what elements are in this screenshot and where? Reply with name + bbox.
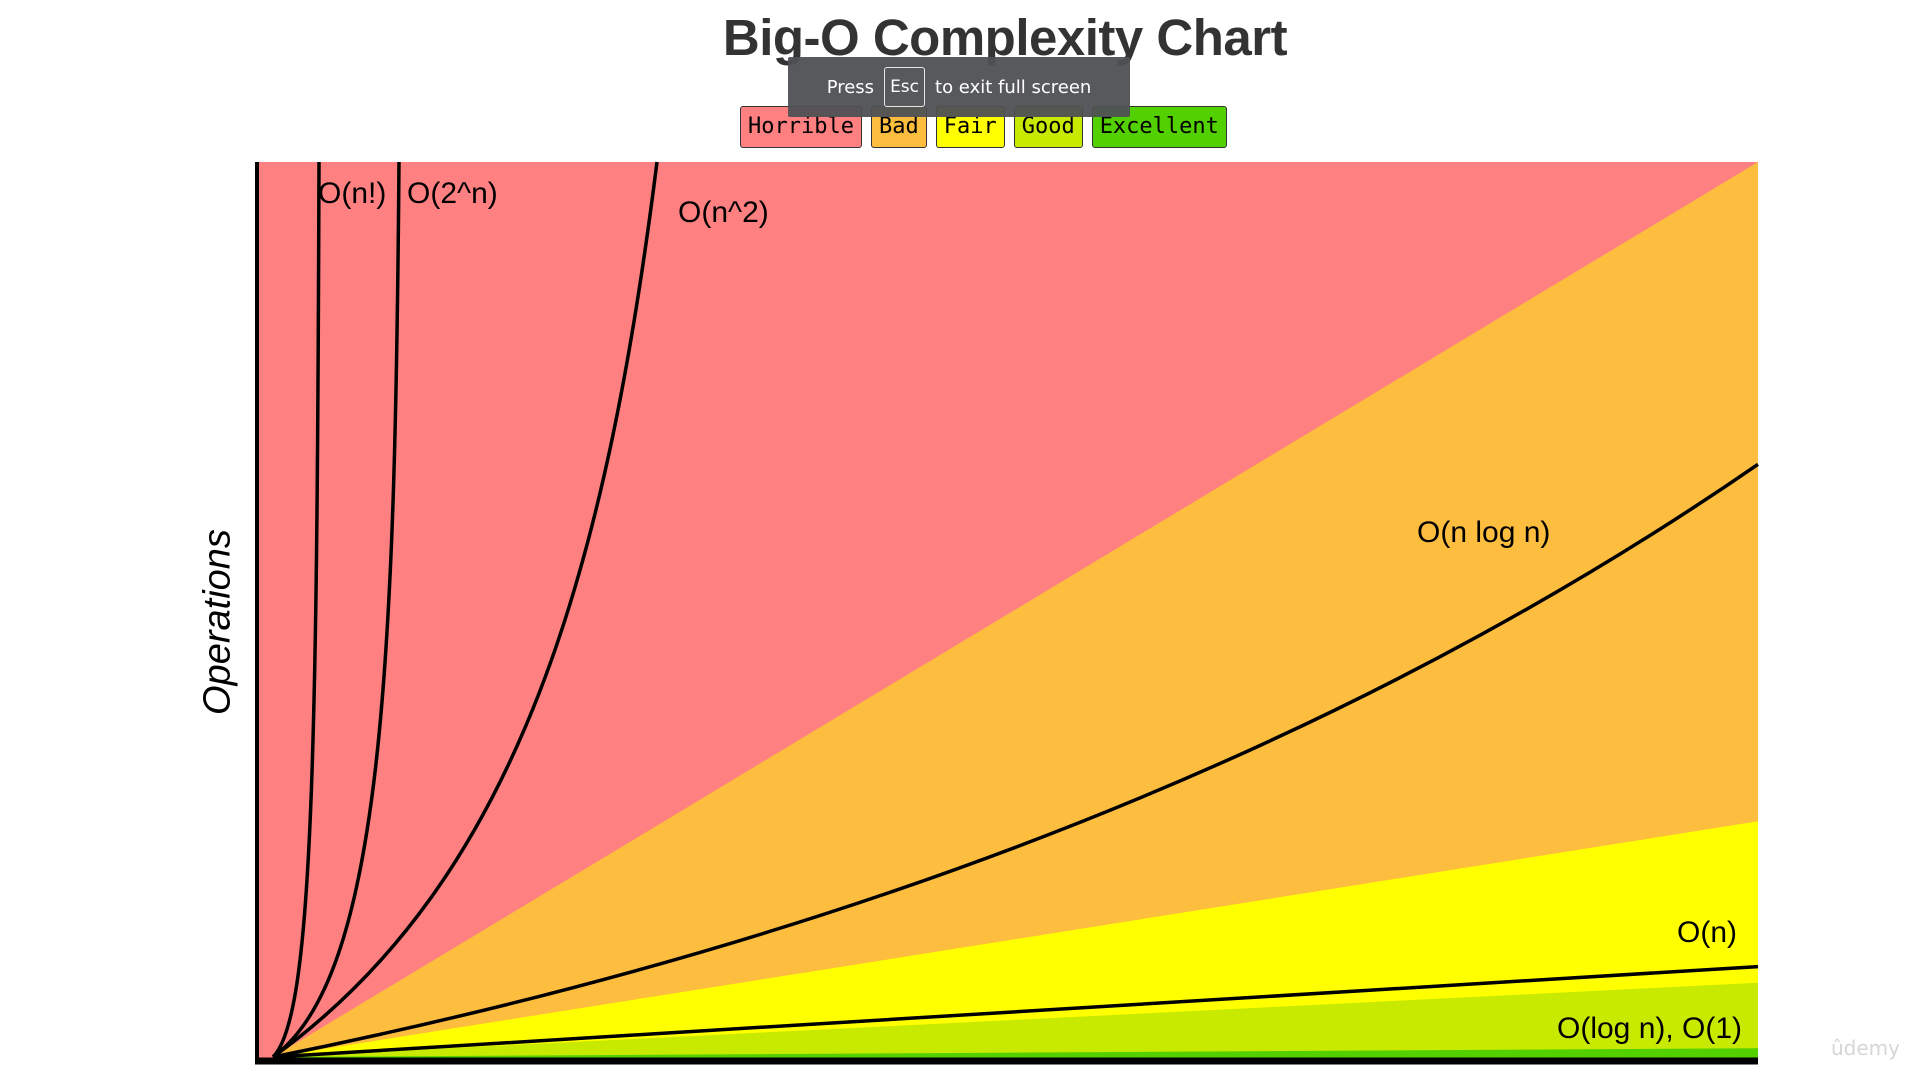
fullscreen-exit-toast: Press Esc to exit full screen bbox=[788, 57, 1130, 117]
curve-factorial bbox=[271, 161, 321, 1059]
curve-label-logarithmic-constant: O(log n), O(1) bbox=[1557, 1012, 1742, 1045]
curve-exponential bbox=[271, 161, 401, 1059]
curve-label-linearithmic: O(n log n) bbox=[1417, 516, 1550, 549]
toast-press-text: Press bbox=[826, 76, 875, 98]
region-excellent bbox=[273, 1048, 1758, 1059]
curve-linear bbox=[272, 964, 1759, 1059]
curve-label-exponential: O(2^n) bbox=[407, 177, 498, 210]
esc-key-badge: Esc bbox=[884, 67, 926, 107]
toast-message-text: to exit full screen bbox=[935, 76, 1092, 98]
region-fair bbox=[273, 821, 1758, 1059]
curve-linearithmic bbox=[272, 462, 1759, 1059]
curve-label-factorial: O(n!) bbox=[318, 177, 386, 210]
udemy-watermark: ûdemy bbox=[1831, 1036, 1900, 1060]
region-good bbox=[273, 982, 1758, 1059]
y-axis-label: Operations bbox=[196, 529, 239, 715]
curve-label-quadratic: O(n^2) bbox=[678, 196, 769, 229]
curve-label-linear: O(n) bbox=[1677, 916, 1737, 949]
curve-quadratic bbox=[271, 161, 659, 1059]
region-bad bbox=[273, 162, 1758, 1059]
chart-title: Big-O Complexity Chart bbox=[722, 9, 1288, 66]
legend-item-fair: Fair bbox=[935, 106, 1005, 148]
